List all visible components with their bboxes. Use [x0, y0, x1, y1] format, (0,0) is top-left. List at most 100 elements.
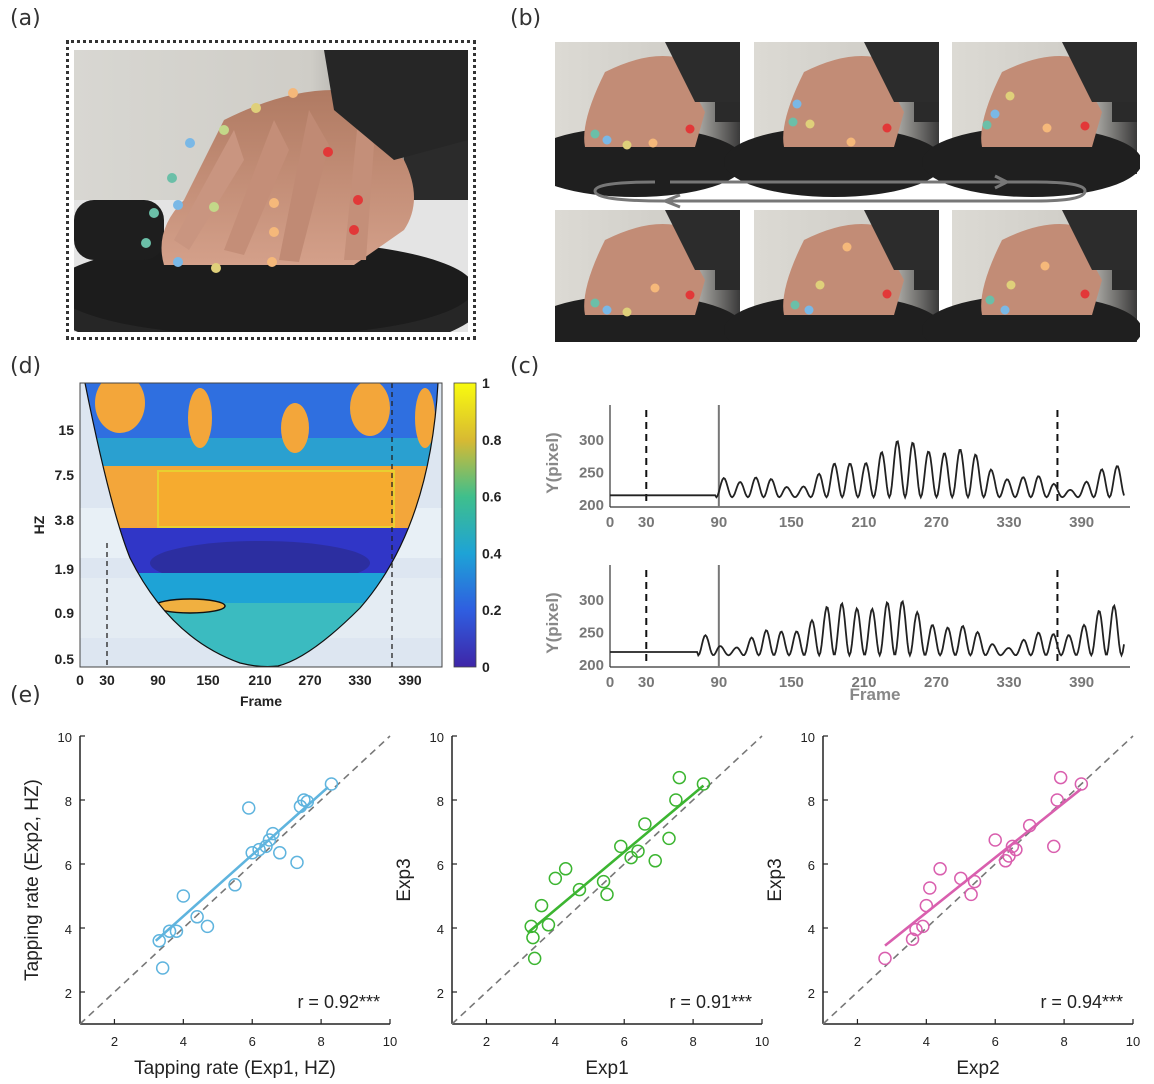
panel-d-ytick: 15 — [58, 422, 74, 438]
scatter-xtick: 10 — [1126, 1034, 1140, 1049]
panel-d-wavelet: 15 7.5 3.8 1.9 0.9 0.5 0 30 90 150 210 270 330 390 F… — [31, 378, 502, 708]
scatter-point — [548, 871, 563, 886]
scatter-xtick: 10 — [755, 1034, 769, 1049]
panel-d-xlabel: Frame — [240, 693, 282, 708]
scatter-point — [1053, 770, 1068, 785]
scatter-xtick: 6 — [992, 1034, 999, 1049]
panel-c-xtick: 90 — [710, 674, 727, 691]
scatter-xlabel: Exp1 — [585, 1058, 628, 1079]
scatter-point — [1050, 793, 1064, 807]
scatter-point — [648, 854, 662, 868]
scatter-point — [905, 932, 920, 946]
colorbar-tick: 0.2 — [482, 602, 502, 618]
panel-d-xtick: 210 — [248, 672, 272, 688]
panel-d-ytick: 0.9 — [55, 605, 75, 621]
scatter-point — [964, 887, 978, 902]
panel-c-xtick: 90 — [710, 514, 727, 531]
panel-label-c: (c) — [510, 354, 540, 379]
scatter-point — [152, 934, 166, 948]
scatter-ytick: 8 — [808, 794, 815, 809]
frame-top-2 — [724, 42, 944, 197]
panel-d-ytick: 7.5 — [55, 467, 75, 483]
panel-c-xtick: 270 — [924, 674, 949, 691]
scatter-point — [290, 855, 304, 870]
panel-d-xtick: 330 — [348, 672, 372, 688]
panel-c-xtick: 330 — [997, 674, 1022, 691]
scatter-point — [541, 918, 556, 932]
panel-c-xtick: 0 — [606, 514, 614, 531]
scatter-point — [909, 922, 923, 937]
panel-b-sequence — [555, 42, 1140, 342]
scatter-point — [526, 930, 540, 945]
scatter-point — [933, 862, 947, 876]
scatter-point — [1005, 839, 1020, 854]
fit-line — [154, 786, 329, 942]
scatter-point — [558, 862, 573, 876]
identity-line — [822, 735, 1134, 1025]
scatter-xtick: 8 — [317, 1034, 324, 1049]
scatter-point — [1047, 839, 1061, 854]
panel-a-frame — [66, 40, 476, 340]
scatter-ytick: 4 — [65, 922, 72, 937]
scatter-point — [669, 793, 683, 807]
panel-d-xtick: 30 — [99, 672, 115, 688]
scatter-point — [696, 777, 711, 791]
panel-c-xtick: 330 — [997, 514, 1022, 531]
colorbar-tick: 0.8 — [482, 432, 502, 448]
scatter-point — [923, 881, 937, 895]
panel-c-xtick: 390 — [1069, 674, 1094, 691]
scatter-point — [600, 887, 614, 902]
scatter-point — [242, 801, 256, 815]
scatter-ytick: 8 — [437, 794, 444, 809]
scatter-point — [169, 924, 184, 938]
panel-d-xtick: 390 — [398, 672, 422, 688]
scatter-point — [534, 898, 549, 913]
panel-d-xtick: 150 — [196, 672, 220, 688]
scatter-xtick: 8 — [689, 1034, 696, 1049]
scatter-xtick: 6 — [621, 1034, 628, 1049]
scatter-point — [527, 951, 542, 966]
scatter-point — [631, 844, 645, 858]
trajectory-line — [610, 599, 1125, 658]
scatter-xtick: 2 — [483, 1034, 490, 1049]
scatter-point — [273, 846, 287, 860]
panel-e-scatters: 2 4 6 8 10 2 4 6 8 10 r = 0.92*** Tapping rate (Exp… — [22, 730, 1140, 1079]
frame-top-3 — [922, 42, 1140, 197]
colorbar — [453, 382, 477, 668]
panel-c-xtick: 30 — [638, 514, 655, 531]
panel-d-ytick: 0.5 — [55, 651, 75, 667]
panel-d-ylabel: HZ — [31, 515, 47, 534]
correlation-annotation: r = 0.91*** — [669, 992, 752, 1012]
scatter-point — [662, 831, 676, 846]
scatter-point — [1009, 842, 1023, 857]
scatter-ytick: 2 — [437, 986, 444, 1001]
scatter-point — [200, 919, 215, 934]
hand-photo-icon — [74, 50, 468, 332]
panel-d-ytick: 1.9 — [55, 561, 75, 577]
panel-d-ytick: 3.8 — [55, 512, 75, 528]
panel-d-xtick: 0 — [76, 672, 84, 688]
scatter-ytick: 4 — [808, 922, 815, 937]
scatter-point — [916, 919, 930, 934]
fit-line — [884, 787, 1083, 947]
panel-label-a: (a) — [10, 6, 41, 31]
scatter-point — [252, 842, 266, 857]
panel-c-xtick: 390 — [1069, 514, 1094, 531]
scatter-point — [614, 839, 628, 854]
scatter-point — [596, 874, 611, 889]
panel-c-xtick: 210 — [851, 514, 876, 531]
scatter-point — [638, 817, 652, 831]
fit-line — [526, 784, 705, 934]
panel-label-b: (b) — [510, 6, 542, 31]
scatter-ylabel: Exp3 — [765, 858, 786, 901]
panel-c-xlabel: Frame — [849, 685, 900, 704]
scatter-point — [672, 770, 687, 785]
panel-label-e: (e) — [10, 683, 41, 708]
colorbar-tick: 0.6 — [482, 489, 502, 505]
scatter-ytick: 2 — [808, 986, 815, 1001]
scatter-ytick: 6 — [808, 858, 815, 873]
scatter-xtick: 8 — [1060, 1034, 1067, 1049]
scatter-ylabel: Tapping rate (Exp2, HZ) — [22, 779, 43, 981]
panel-c-xtick: 30 — [638, 674, 655, 691]
panel-c-ylabel: Y(pixel) — [543, 592, 562, 653]
